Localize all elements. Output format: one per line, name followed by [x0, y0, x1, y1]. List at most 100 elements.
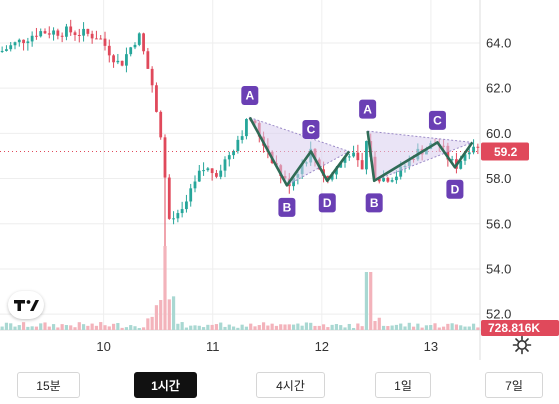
volume-bar [231, 326, 236, 330]
candle-body [39, 31, 43, 37]
pattern-point-badge [318, 193, 336, 213]
candle-body [335, 167, 338, 175]
volume-bar [214, 324, 219, 330]
price-chart[interactable]: A B C D A B C D 64.0 62.0 60.0 58.0 56.0 54.0 52.0 59.2… [0, 0, 559, 360]
candle-body [395, 176, 398, 181]
volume-bar [94, 325, 99, 330]
candle-body [0, 50, 4, 52]
volume-bar [73, 327, 77, 330]
candle-body [245, 119, 248, 137]
time-tick-label: 13 [424, 339, 438, 354]
timeframe-7d-button[interactable]: 7일 [485, 372, 543, 398]
volume-bar [180, 322, 184, 330]
price-tick-label: 52.0 [486, 307, 511, 322]
settings-gear-icon[interactable] [512, 335, 532, 355]
volume-bar [163, 246, 167, 330]
volume-bar [351, 327, 356, 330]
candle-body [17, 39, 21, 43]
volume-bar [403, 326, 407, 330]
volume-bar [261, 322, 266, 330]
candle-body [463, 154, 467, 161]
pattern-point-badge [446, 179, 464, 199]
candle-body [163, 137, 167, 178]
candle-body [446, 145, 450, 160]
volume-bar [13, 326, 17, 330]
candle-body [150, 68, 154, 86]
volume-bar [34, 326, 39, 330]
price-axis-bg [481, 0, 559, 360]
pattern-point-label: A [363, 102, 372, 116]
candle-body [459, 160, 463, 169]
volume-bar [296, 323, 300, 330]
volume-bar [99, 322, 103, 330]
volume-bar [124, 327, 129, 330]
last-price-tag: 59.2 [481, 142, 529, 161]
pattern-point-badge [241, 86, 259, 106]
volume-bar [429, 325, 433, 330]
volume-bar [450, 323, 454, 330]
candle-body [189, 188, 193, 202]
candle-body [43, 31, 47, 34]
pattern-point-label: C [307, 123, 316, 137]
candle-body [103, 38, 107, 46]
pattern-point-b: B [365, 193, 383, 213]
timeframe-1h-button[interactable]: 1시간 [134, 372, 197, 398]
price-tick-label: 56.0 [486, 216, 511, 231]
timeframe-1d-button[interactable]: 1일 [375, 372, 431, 398]
pattern-point-a: A [241, 86, 259, 106]
volume-bar [184, 327, 189, 330]
volume-bars [0, 246, 480, 330]
last-volume-tag: 728.816K [481, 320, 559, 336]
time-axis: 10 11 12 13 [96, 339, 438, 354]
volume-bar [330, 324, 334, 330]
pattern-point-label: B [283, 201, 292, 215]
volume-bar [150, 316, 154, 330]
timeframe-4h-button[interactable]: 4시간 [256, 372, 325, 398]
volume-bar [317, 325, 321, 330]
volume-bar [313, 325, 317, 330]
candle-body [9, 45, 13, 50]
pattern-point-badge [359, 99, 377, 119]
volume-bar [390, 325, 394, 330]
volume-bar [369, 272, 373, 330]
candle-body [219, 170, 223, 177]
candle-body [240, 136, 244, 140]
volume-bar [240, 324, 244, 330]
volume-bar [274, 325, 279, 330]
chart-svg[interactable]: A B C D A B C D 64.0 62.0 60.0 58.0 56.0 54.0 52.0 59.2… [0, 0, 559, 360]
volume-bar [424, 325, 429, 330]
volume-bar [30, 326, 34, 330]
tradingview-logo[interactable] [8, 291, 44, 319]
volume-bar [201, 327, 206, 330]
candles [0, 19, 480, 317]
price-tick-label: 54.0 [486, 261, 511, 276]
harmonic-pattern-2: A B C D [359, 99, 474, 213]
candle-body [339, 162, 343, 168]
volume-bar [111, 323, 116, 330]
pattern-point-label: A [245, 89, 254, 103]
volume-bar [133, 326, 137, 330]
volume-bar [471, 323, 476, 330]
candle-body [356, 152, 360, 161]
candle-body [202, 170, 205, 172]
volume-bar [279, 324, 283, 330]
volume-bar [17, 325, 21, 330]
pattern-point-label: B [370, 196, 379, 210]
volume-bar [459, 325, 463, 330]
grid [0, 0, 480, 330]
volume-bar [176, 323, 180, 330]
tradingview-logo-icon [14, 300, 39, 311]
volume-bar [189, 325, 193, 330]
candle-body [116, 60, 120, 63]
candle-body [215, 173, 218, 177]
time-tick-label: 12 [315, 339, 329, 354]
volume-bar [167, 299, 171, 330]
volume-bar [193, 325, 197, 330]
volume-bar [4, 322, 9, 330]
timeframe-15m-button[interactable]: 15분 [17, 372, 80, 398]
volume-bar [60, 324, 64, 330]
pattern-point-badge [365, 193, 383, 213]
pattern-point-b: B [278, 197, 296, 217]
volume-bar [146, 318, 150, 330]
volume-bar [69, 325, 73, 330]
